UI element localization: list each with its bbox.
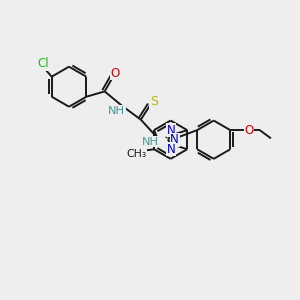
Text: CH₃: CH₃ xyxy=(126,149,146,159)
Text: O: O xyxy=(244,124,254,136)
Text: N: N xyxy=(167,124,176,137)
Text: N: N xyxy=(170,133,179,146)
Text: NH: NH xyxy=(108,106,125,116)
Text: N: N xyxy=(167,142,176,156)
Text: O: O xyxy=(110,67,120,80)
Text: NH: NH xyxy=(142,137,159,147)
Text: S: S xyxy=(150,95,158,108)
Text: Cl: Cl xyxy=(38,57,49,70)
